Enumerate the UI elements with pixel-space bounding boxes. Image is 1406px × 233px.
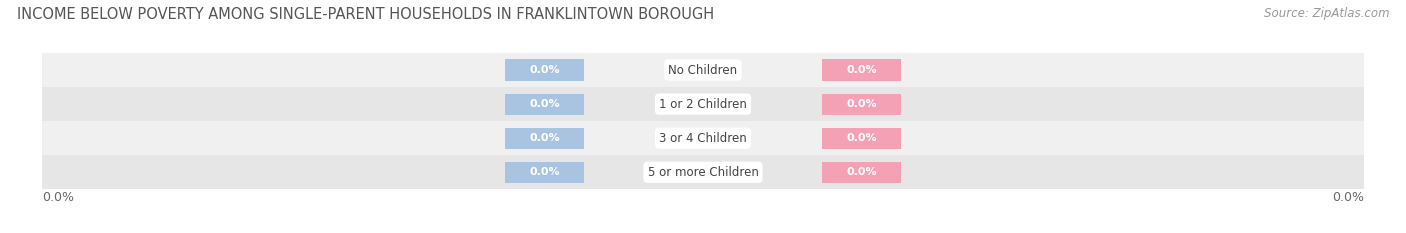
Text: 0.0%: 0.0% [42, 191, 75, 204]
Text: 1 or 2 Children: 1 or 2 Children [659, 98, 747, 111]
Text: 0.0%: 0.0% [846, 133, 877, 143]
Text: 0.0%: 0.0% [846, 65, 877, 75]
Text: 0.0%: 0.0% [529, 133, 560, 143]
Bar [505, 59, 583, 81]
Bar [823, 162, 901, 183]
Text: 0.0%: 0.0% [529, 99, 560, 109]
Bar [42, 87, 1364, 121]
Bar [505, 162, 583, 183]
Text: 0.0%: 0.0% [529, 167, 560, 177]
Text: No Children: No Children [668, 64, 738, 76]
Text: INCOME BELOW POVERTY AMONG SINGLE-PARENT HOUSEHOLDS IN FRANKLINTOWN BOROUGH: INCOME BELOW POVERTY AMONG SINGLE-PARENT… [17, 7, 714, 22]
Text: 3 or 4 Children: 3 or 4 Children [659, 132, 747, 145]
Bar [42, 155, 1364, 189]
Text: 0.0%: 0.0% [529, 65, 560, 75]
Text: Source: ZipAtlas.com: Source: ZipAtlas.com [1264, 7, 1389, 20]
Bar [42, 53, 1364, 87]
Text: 0.0%: 0.0% [846, 167, 877, 177]
Text: 0.0%: 0.0% [846, 99, 877, 109]
Bar [823, 93, 901, 115]
Bar [823, 128, 901, 149]
Bar [42, 121, 1364, 155]
Bar [505, 93, 583, 115]
Text: 0.0%: 0.0% [1331, 191, 1364, 204]
Bar [823, 59, 901, 81]
Text: 5 or more Children: 5 or more Children [648, 166, 758, 179]
Bar [505, 128, 583, 149]
